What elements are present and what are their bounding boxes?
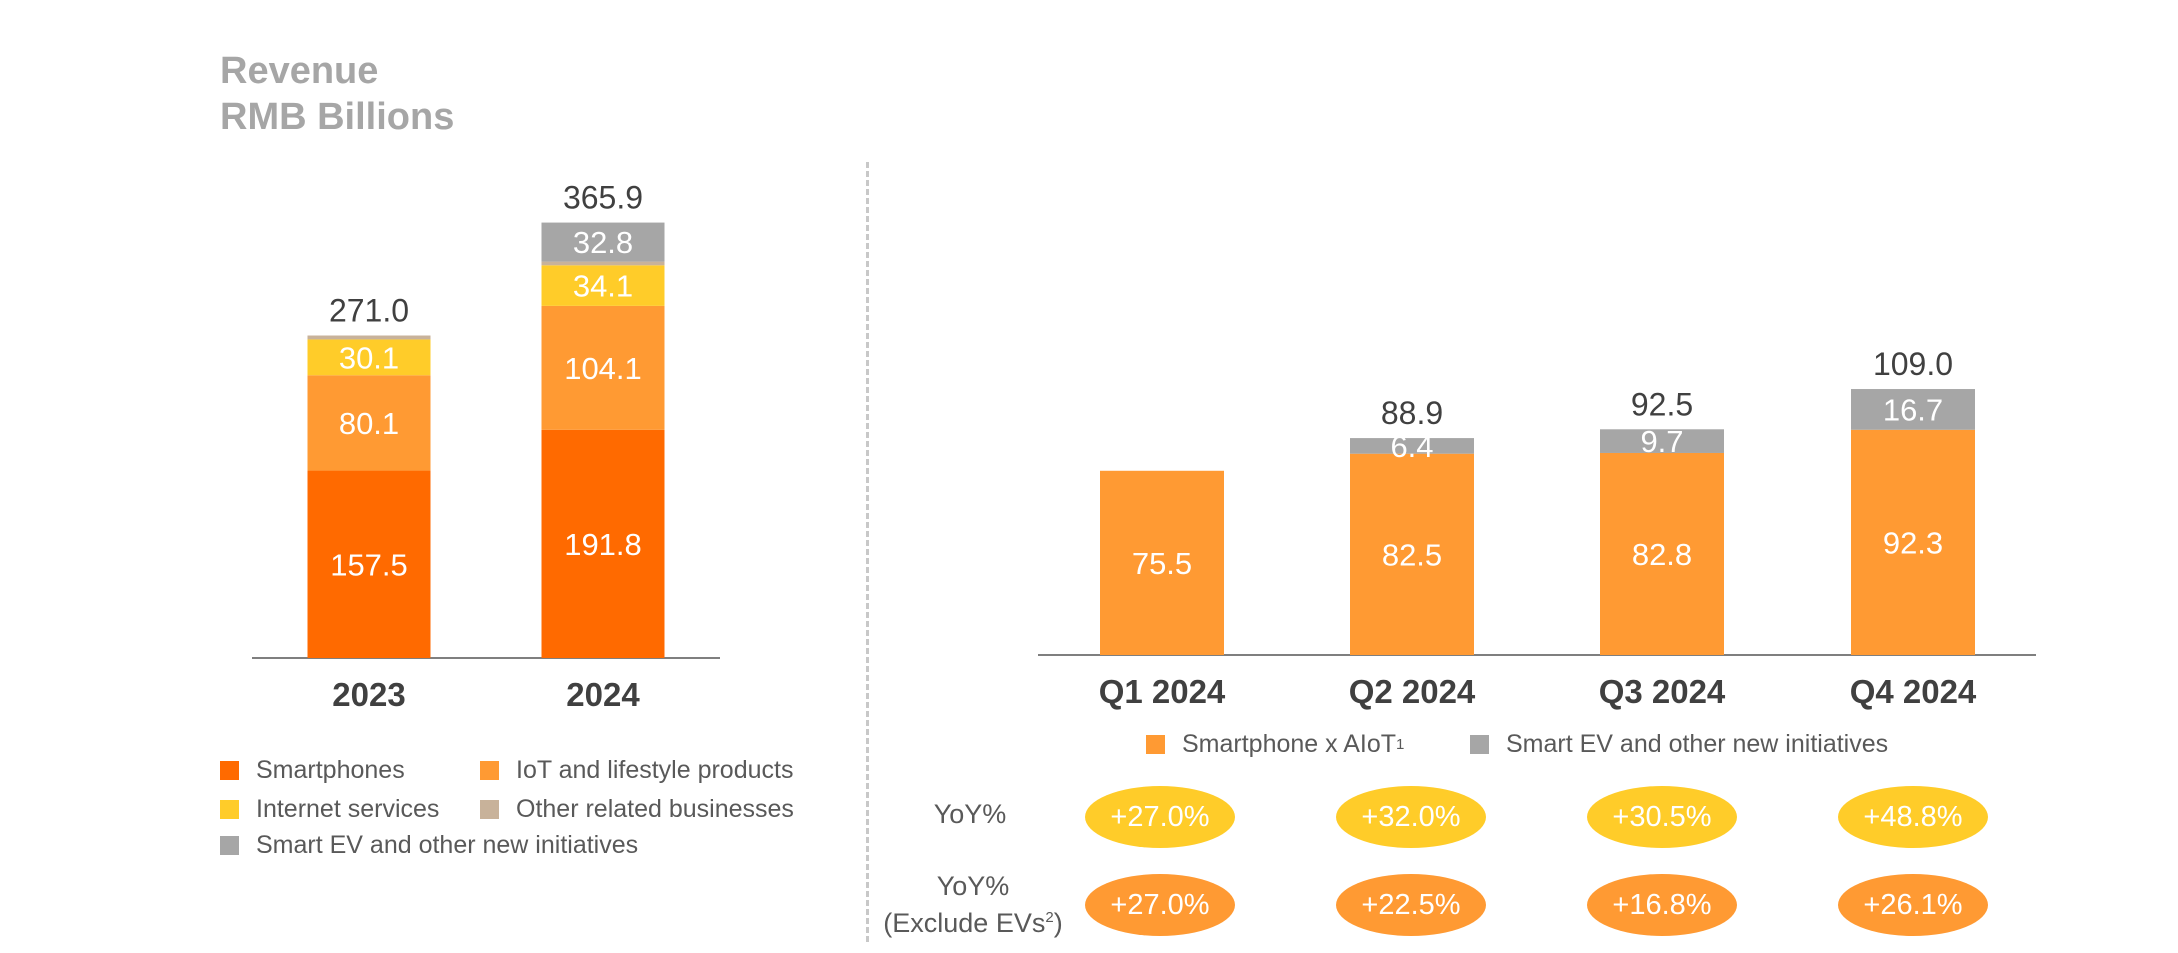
title-line-2: RMB Billions (220, 96, 455, 138)
legend-swatch-smartphone-aiot (1146, 735, 1165, 754)
yoy-ex-row-label: YoY% (Exclude EVs2) (868, 870, 1078, 939)
yoy-ex-label-close: ) (1053, 908, 1063, 938)
yoy-ex-pill-4: +26.1% (1838, 874, 1988, 936)
title-line-1: Revenue (220, 50, 379, 92)
quarterly-bar-q4-2024-smart-ev-and-other-new-initiatives (1851, 389, 1975, 430)
chart-title: Revenue RMB Billions (220, 48, 454, 140)
quarterly-bar-q3-2024-smartphone-x-aiot (1600, 452, 1724, 655)
annual-bar-2024-internet-services (541, 265, 665, 306)
yoy-pill-4: +48.8% (1838, 786, 1988, 848)
legend-label-smartphone-aiot: Smartphone x AIoT (1182, 730, 1397, 758)
annual-data-label-2024-internet-services: 34.1 (573, 269, 633, 304)
quarterly-category-label-q1-2024: Q1 2024 (1099, 673, 1226, 710)
panel-divider (866, 162, 869, 942)
annual-bar-2024-smart-ev-and-other-new-initiatives (541, 222, 665, 262)
quarterly-data-label-q1-2024-smartphone-x-aiot: 75.5 (1132, 546, 1192, 581)
quarterly-total-label-q2-2024: 88.9 (1381, 395, 1443, 431)
yoy-ex-label-text: (Exclude EVs (883, 908, 1046, 938)
legend-label-ev: Smart EV and other new initiatives (256, 831, 639, 859)
legend-item-smartphones: Smartphones (220, 756, 405, 785)
quarterly-data-label-q2-2024-smartphone-x-aiot: 82.5 (1382, 537, 1442, 572)
yoy-ex-label-line1: YoY% (936, 871, 1010, 901)
legend-swatch-other (480, 800, 499, 819)
legend-swatch-smart-ev (1470, 735, 1489, 754)
legend-label-internet: Internet services (256, 795, 440, 823)
annual-bar-2023-iot-and-lifestyle-products (307, 375, 431, 471)
annual-total-label-2024: 365.9 (563, 180, 643, 216)
legend-item-ev: Smart EV and other new initiatives (220, 831, 638, 860)
legend-label-other: Other related businesses (516, 795, 794, 823)
quarterly-bar-q2-2024-smart-ev-and-other-new-initiatives (1350, 438, 1474, 454)
annual-bar-2024-iot-and-lifestyle-products (541, 305, 665, 430)
quarterly-bar-q1-2024-smartphone-x-aiot (1100, 470, 1224, 655)
quarterly-bar-q3-2024-smart-ev-and-other-new-initiatives (1600, 429, 1724, 453)
yoy-ex-pill-1: +27.0% (1085, 874, 1235, 936)
legend-swatch-smartphones (220, 761, 239, 780)
annual-bar-2024-other-related-businesses (541, 261, 665, 266)
quarterly-data-label-q3-2024-smart-ev-and-other-new-initiatives: 9.7 (1640, 424, 1683, 459)
legend-item-smartphone-aiot: Smartphone x AIoT 1 (1146, 730, 1404, 759)
annual-category-label-2024: 2024 (566, 676, 640, 713)
yoy-pill-2: +32.0% (1336, 786, 1486, 848)
legend-item-iot: IoT and lifestyle products (480, 756, 793, 785)
quarterly-data-label-q3-2024-smartphone-x-aiot: 82.8 (1632, 537, 1692, 572)
legend-swatch-ev (220, 836, 239, 855)
footnote-2: 2 (1045, 909, 1054, 926)
yoy-ex-pill-2: +22.5% (1336, 874, 1486, 936)
legend-item-smart-ev: Smart EV and other new initiatives (1470, 730, 1888, 759)
yoy-ex-label-line2: (Exclude EVs2) (868, 902, 1078, 939)
legend-swatch-internet (220, 800, 239, 819)
annual-bar-2023-internet-services (307, 339, 431, 376)
annual-data-label-2024-iot-and-lifestyle-products: 104.1 (564, 351, 642, 386)
legend-label-smartphones: Smartphones (256, 756, 405, 784)
quarterly-data-label-q4-2024-smart-ev-and-other-new-initiatives: 16.7 (1883, 392, 1943, 427)
yoy-ex-pill-3: +16.8% (1587, 874, 1737, 936)
quarterly-category-label-q4-2024: Q4 2024 (1850, 673, 1977, 710)
quarterly-data-label-q4-2024-smartphone-x-aiot: 92.3 (1883, 525, 1943, 560)
legend-swatch-iot (480, 761, 499, 780)
annual-data-label-2023-internet-services: 30.1 (339, 340, 399, 375)
annual-total-label-2023: 271.0 (329, 293, 409, 329)
legend-item-internet: Internet services (220, 795, 439, 824)
legend-item-other: Other related businesses (480, 795, 794, 824)
legend-label-smart-ev: Smart EV and other new initiatives (1506, 730, 1889, 758)
annual-data-label-2024-smartphones: 191.8 (564, 527, 642, 562)
annual-data-label-2024-smart-ev-and-other-new-initiatives: 32.8 (573, 225, 633, 260)
yoy-row-label: YoY% (933, 799, 1007, 829)
annual-bar-2024-smartphones (541, 429, 665, 658)
quarterly-category-label-q2-2024: Q2 2024 (1349, 673, 1476, 710)
annual-category-label-2023: 2023 (332, 676, 405, 713)
quarterly-total-label-q4-2024: 109.0 (1873, 346, 1953, 382)
annual-data-label-2023-iot-and-lifestyle-products: 80.1 (339, 406, 399, 441)
quarterly-bar-q4-2024-smartphone-x-aiot (1851, 429, 1975, 655)
annual-bar-2023-smartphones (307, 470, 431, 658)
yoy-pill-3: +30.5% (1587, 786, 1737, 848)
yoy-pill-1: +27.0% (1085, 786, 1235, 848)
legend-footnote-1: 1 (1396, 736, 1405, 753)
legend-label-iot: IoT and lifestyle products (516, 756, 794, 784)
quarterly-bar-q2-2024-smartphone-x-aiot (1350, 453, 1474, 655)
annual-bar-2023-other-related-businesses (307, 335, 431, 340)
quarterly-category-label-q3-2024: Q3 2024 (1599, 673, 1726, 710)
quarterly-total-label-q3-2024: 92.5 (1631, 386, 1693, 422)
annual-data-label-2023-smartphones: 157.5 (330, 547, 408, 582)
quarterly-data-label-q2-2024-smart-ev-and-other-new-initiatives: 6.4 (1390, 429, 1433, 464)
